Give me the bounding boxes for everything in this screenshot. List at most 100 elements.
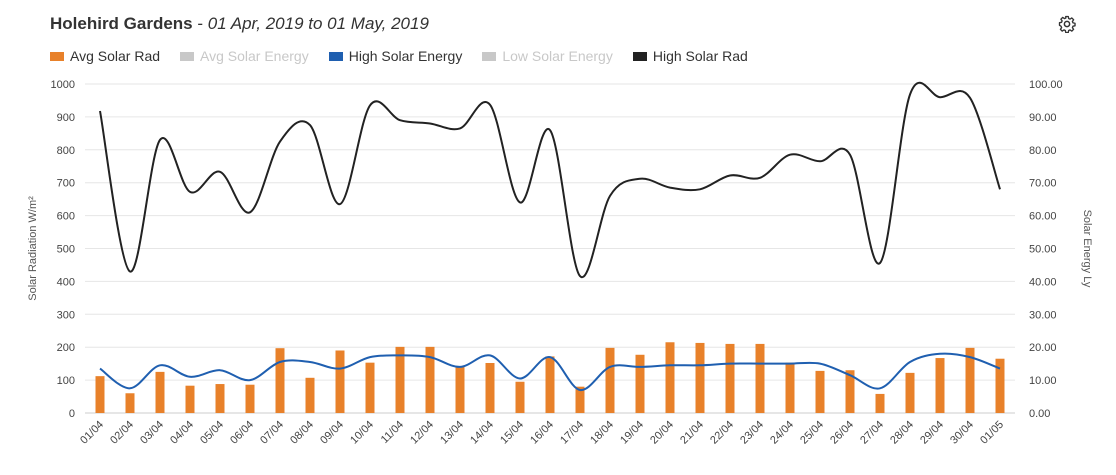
x-tick-label: 01/04 bbox=[78, 419, 106, 447]
legend-label: Avg Solar Rad bbox=[70, 48, 161, 64]
y-tick-label: 300 bbox=[57, 309, 75, 321]
bar bbox=[125, 393, 135, 413]
legend: Avg Solar Rad Avg Solar Energy High Sola… bbox=[50, 48, 768, 64]
bar bbox=[965, 347, 975, 413]
bar bbox=[245, 384, 255, 413]
x-tick-label: 20/04 bbox=[648, 419, 676, 447]
bar bbox=[215, 384, 225, 413]
x-tick-label: 15/04 bbox=[498, 419, 526, 447]
bar bbox=[935, 358, 945, 413]
bar bbox=[185, 385, 195, 413]
title-separator: - bbox=[192, 14, 208, 33]
x-tick-label: 27/04 bbox=[858, 419, 886, 447]
bar bbox=[755, 343, 765, 413]
y2-axis-title: Solar Energy Ly bbox=[1081, 210, 1093, 288]
y-tick-label: 100 bbox=[57, 375, 75, 387]
bar bbox=[425, 346, 435, 413]
bar bbox=[395, 346, 405, 413]
legend-item-low-solar-energy[interactable]: Low Solar Energy bbox=[482, 48, 613, 64]
x-tick-label: 25/04 bbox=[798, 419, 826, 447]
x-tick-label: 19/04 bbox=[618, 419, 646, 447]
x-tick-label: 08/04 bbox=[288, 419, 316, 447]
bar bbox=[725, 343, 735, 413]
x-tick-label: 17/04 bbox=[558, 419, 586, 447]
chart-title: Holehird Gardens - 01 Apr, 2019 to 01 Ma… bbox=[50, 14, 429, 34]
bar bbox=[575, 386, 585, 413]
bar bbox=[635, 354, 645, 413]
y-tick-label: 0 bbox=[69, 408, 75, 420]
bar bbox=[845, 370, 855, 413]
legend-item-high-solar-energy[interactable]: High Solar Energy bbox=[328, 48, 462, 64]
bar bbox=[155, 371, 165, 413]
x-tick-label: 29/04 bbox=[918, 419, 946, 447]
bar bbox=[365, 362, 375, 413]
date-range: 01 Apr, 2019 to 01 May, 2019 bbox=[207, 14, 429, 33]
y2-tick-label: 0.00 bbox=[1029, 408, 1050, 420]
y-tick-label: 600 bbox=[57, 211, 75, 223]
bar bbox=[515, 381, 525, 413]
legend-item-high-solar-rad[interactable]: High Solar Rad bbox=[632, 48, 748, 64]
legend-item-avg-solar-rad[interactable]: Avg Solar Rad bbox=[50, 48, 160, 64]
y2-tick-label: 80.00 bbox=[1029, 145, 1057, 157]
y2-tick-label: 50.00 bbox=[1029, 244, 1057, 256]
x-tick-label: 10/04 bbox=[348, 419, 376, 447]
legend-label: Low Solar Energy bbox=[502, 48, 613, 64]
bar bbox=[665, 342, 675, 413]
bar bbox=[335, 350, 345, 413]
bar bbox=[995, 358, 1005, 413]
bar bbox=[485, 362, 495, 413]
y-tick-label: 1000 bbox=[51, 79, 75, 91]
y2-tick-label: 30.00 bbox=[1029, 309, 1057, 321]
x-tick-label: 24/04 bbox=[768, 419, 796, 447]
y2-tick-label: 70.00 bbox=[1029, 178, 1057, 190]
line-high-solar-rad bbox=[99, 81, 1001, 279]
y-tick-label: 400 bbox=[57, 276, 75, 288]
legend-item-avg-solar-energy[interactable]: Avg Solar Energy bbox=[180, 48, 309, 64]
x-tick-label: 23/04 bbox=[738, 419, 766, 447]
x-tick-label: 26/04 bbox=[828, 419, 856, 447]
x-tick-label: 02/04 bbox=[108, 419, 136, 447]
y-axis-title: Solar Radiation W/m² bbox=[27, 196, 39, 301]
x-tick-label: 06/04 bbox=[228, 419, 256, 447]
y2-tick-label: 10.00 bbox=[1029, 375, 1057, 387]
x-tick-label: 12/04 bbox=[408, 419, 436, 447]
y-tick-label: 900 bbox=[57, 112, 75, 124]
line-high-solar-energy bbox=[99, 352, 1001, 391]
y2-tick-label: 100.00 bbox=[1029, 79, 1063, 91]
y-tick-label: 700 bbox=[57, 178, 75, 190]
y-tick-label: 200 bbox=[57, 342, 75, 354]
x-tick-label: 03/04 bbox=[138, 419, 166, 447]
bar bbox=[695, 342, 705, 413]
bar bbox=[875, 393, 885, 413]
y2-tick-label: 60.00 bbox=[1029, 211, 1057, 223]
location-name: Holehird Gardens bbox=[50, 14, 193, 33]
y2-tick-label: 20.00 bbox=[1029, 342, 1057, 354]
x-tick-label: 05/04 bbox=[198, 419, 226, 447]
bar bbox=[785, 362, 795, 413]
x-tick-label: 07/04 bbox=[258, 419, 286, 447]
y2-tick-label: 40.00 bbox=[1029, 276, 1057, 288]
legend-swatch bbox=[50, 51, 64, 61]
gear-icon-graphic bbox=[1058, 15, 1076, 34]
gear-icon[interactable] bbox=[1058, 15, 1076, 34]
bar bbox=[275, 348, 285, 413]
bar bbox=[545, 356, 555, 413]
legend-label: Avg Solar Energy bbox=[200, 48, 309, 64]
x-tick-label: 09/04 bbox=[318, 419, 346, 447]
x-tick-label: 30/04 bbox=[948, 419, 976, 447]
x-tick-label: 16/04 bbox=[528, 419, 556, 447]
x-tick-label: 11/04 bbox=[379, 419, 406, 446]
x-tick-label: 13/04 bbox=[438, 419, 466, 447]
x-tick-label: 22/04 bbox=[708, 419, 736, 447]
x-tick-label: 28/04 bbox=[888, 419, 916, 447]
legend-label: High Solar Rad bbox=[652, 48, 748, 64]
y-tick-label: 800 bbox=[57, 145, 75, 157]
bar bbox=[305, 377, 315, 413]
bar bbox=[815, 370, 825, 413]
x-tick-label: 14/04 bbox=[468, 419, 496, 447]
x-tick-label: 21/04 bbox=[678, 419, 706, 447]
bar bbox=[95, 376, 105, 413]
bar bbox=[605, 347, 615, 413]
legend-swatch bbox=[180, 51, 195, 61]
